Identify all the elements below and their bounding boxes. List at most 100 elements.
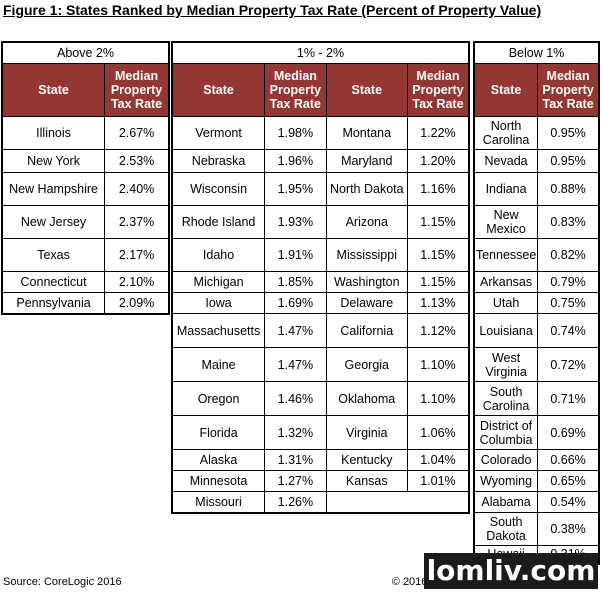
- rate-cell: 1.15%: [406, 271, 470, 293]
- rate-cell: 0.74%: [537, 313, 600, 348]
- state-column-header: State: [171, 63, 266, 117]
- state-cell: Massachusetts: [171, 313, 266, 348]
- state-cell: Rhode Island: [171, 205, 266, 239]
- state-cell: Arizona: [325, 205, 408, 239]
- state-cell: New Hampshire: [1, 172, 106, 206]
- rate-cell: 0.95%: [537, 149, 600, 173]
- rate-cell: 1.20%: [406, 149, 470, 173]
- table-row: Rhode Island 1.93% Arizona 1.15%: [171, 205, 470, 239]
- table-row: New York 2.53%: [1, 149, 170, 173]
- state-cell: Minnesota: [171, 470, 266, 492]
- rate-cell: 0.69%: [537, 415, 600, 450]
- group-title-below-1: Below 1%: [473, 41, 600, 64]
- state-cell: Idaho: [171, 238, 266, 272]
- state-cell: Oregon: [171, 381, 266, 416]
- rate-cell: 1.46%: [264, 381, 327, 416]
- rate-cell: 0.82%: [537, 238, 600, 272]
- rate-column-header: Median Property Tax Rate: [104, 63, 170, 117]
- table-row: Pennsylvania 2.09%: [1, 292, 170, 314]
- rate-cell: 0.66%: [537, 449, 600, 471]
- rate-cell: 1.10%: [406, 381, 470, 416]
- rate-cell: 0.95%: [537, 116, 600, 150]
- state-cell: South Carolina: [473, 381, 539, 416]
- state-cell: Illinois: [1, 116, 106, 150]
- rate-cell: 1.95%: [264, 172, 327, 206]
- rate-cell: 1.91%: [264, 238, 327, 272]
- state-column-header: State: [473, 63, 539, 117]
- rate-cell: 0.54%: [537, 491, 600, 513]
- below-1-table: Below 1% State Median Property Tax Rate …: [473, 41, 600, 565]
- rate-cell: 1.69%: [264, 292, 327, 314]
- rate-cell: 1.10%: [406, 347, 470, 382]
- rate-cell: 1.15%: [406, 205, 470, 239]
- state-cell: New Mexico: [473, 205, 539, 239]
- table-row: Connecticut 2.10%: [1, 271, 170, 293]
- rate-cell: 1.04%: [406, 449, 470, 471]
- state-cell: Florida: [171, 415, 266, 450]
- watermark: lomliv.com: [424, 553, 598, 589]
- rate-cell: 1.16%: [406, 172, 470, 206]
- state-cell: Nebraska: [171, 149, 266, 173]
- rate-cell: 1.12%: [406, 313, 470, 348]
- rate-cell: 0.79%: [537, 271, 600, 293]
- empty-cell: [326, 492, 407, 513]
- rate-cell: 0.72%: [537, 347, 600, 382]
- rate-cell: 0.65%: [537, 470, 600, 492]
- table-row: Indiana 0.88%: [473, 172, 600, 206]
- state-cell: Texas: [1, 238, 106, 272]
- above-2-table: Above 2% State Median Property Tax Rate …: [1, 41, 170, 315]
- rate-cell: 2.10%: [104, 271, 170, 293]
- table-row: New Hampshire 2.40%: [1, 172, 170, 206]
- table-row: Idaho 1.91% Mississippi 1.15%: [171, 238, 470, 272]
- rate-cell: 1.47%: [264, 313, 327, 348]
- state-column-header: State: [1, 63, 106, 117]
- rate-cell: 0.38%: [537, 512, 600, 546]
- state-cell: Louisiana: [473, 313, 539, 348]
- rate-cell: 1.32%: [264, 415, 327, 450]
- state-cell: North Dakota: [325, 172, 408, 206]
- table-row: South Dakota 0.38%: [473, 512, 600, 546]
- state-cell: Mississippi: [325, 238, 408, 272]
- state-cell: Maine: [171, 347, 266, 382]
- state-cell: Missouri: [171, 491, 266, 513]
- state-cell: Maryland: [325, 149, 408, 173]
- table-row: South Carolina 0.71%: [473, 381, 600, 416]
- table-row: Massachusetts 1.47% California 1.12%: [171, 313, 470, 348]
- rate-cell: 2.09%: [104, 292, 170, 314]
- state-cell: Tennessee: [473, 238, 539, 272]
- state-cell: Montana: [325, 116, 408, 150]
- state-cell: Kansas: [325, 470, 408, 492]
- state-cell: Pennsylvania: [1, 292, 106, 314]
- figure-title: Figure 1: States Ranked by Median Proper…: [3, 2, 542, 18]
- state-cell: North Carolina: [473, 116, 539, 150]
- rate-cell: 2.40%: [104, 172, 170, 206]
- table-row: Alaska 1.31% Kentucky 1.04%: [171, 449, 470, 471]
- rate-cell: 1.31%: [264, 449, 327, 471]
- table-row: Alabama 0.54%: [473, 491, 600, 513]
- rate-cell: 0.88%: [537, 172, 600, 206]
- table-row: Utah 0.75%: [473, 292, 600, 314]
- state-cell: California: [325, 313, 408, 348]
- state-cell: New Jersey: [1, 205, 106, 239]
- state-cell: Michigan: [171, 271, 266, 293]
- state-column-header: State: [325, 63, 408, 117]
- state-cell: Wyoming: [473, 470, 539, 492]
- rate-cell: 0.83%: [537, 205, 600, 239]
- state-cell: South Dakota: [473, 512, 539, 546]
- state-cell: Oklahoma: [325, 381, 408, 416]
- table-row: Maine 1.47% Georgia 1.10%: [171, 347, 470, 382]
- state-cell: Arkansas: [473, 271, 539, 293]
- table-row: Illinois 2.67%: [1, 116, 170, 150]
- state-cell: Indiana: [473, 172, 539, 206]
- table-row: Nebraska 1.96% Maryland 1.20%: [171, 149, 470, 173]
- group-title-1-2: 1% - 2%: [171, 41, 470, 64]
- table-row: Missouri 1.26%: [171, 491, 469, 513]
- rate-cell: 2.53%: [104, 149, 170, 173]
- empty-cell: [407, 492, 469, 513]
- rate-cell: 2.17%: [104, 238, 170, 272]
- table-row: Vermont 1.98% Montana 1.22%: [171, 116, 470, 150]
- table-row: District of Columbia 0.69%: [473, 415, 600, 450]
- rate-cell: 1.26%: [264, 491, 327, 513]
- state-cell: Alaska: [171, 449, 266, 471]
- state-cell: Wisconsin: [171, 172, 266, 206]
